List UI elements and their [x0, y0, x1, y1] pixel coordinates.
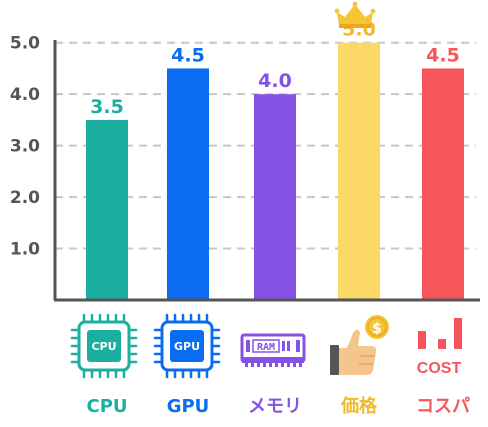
cpu-icon-text: CPU — [91, 340, 116, 353]
crown-icon — [334, 1, 376, 28]
gpu-icon-text: GPU — [174, 340, 200, 353]
value-label: 4.5 — [426, 44, 460, 66]
bar — [167, 68, 209, 300]
bar — [254, 94, 296, 300]
category-label: GPU — [167, 396, 210, 417]
y-tick-label: 3.0 — [10, 137, 40, 157]
ram-module-icon: RAM — [240, 333, 306, 367]
gpu-chip-icon: GPU — [153, 313, 221, 379]
value-label: 4.0 — [258, 70, 292, 92]
category-label: CPU — [86, 396, 127, 417]
axes — [53, 40, 480, 302]
y-tick-label: 2.0 — [10, 188, 40, 208]
category-labels: CPU GPU メモリ 価格 コスパ — [86, 395, 470, 417]
category-label: メモリ — [248, 396, 302, 417]
cost-chart-icon: COST — [417, 318, 462, 377]
cpu-chip-icon: CPU — [70, 313, 138, 379]
ram-icon-text: RAM — [257, 342, 275, 353]
bars — [86, 42, 464, 301]
y-tick-labels: 1.0 2.0 3.0 4.0 5.0 — [10, 34, 40, 260]
cost-icon-text: COST — [417, 360, 462, 377]
y-tick-label: 1.0 — [10, 240, 40, 260]
category-label: コスパ — [416, 396, 470, 417]
value-labels: 3.54.54.05.04.5 — [90, 19, 460, 118]
value-label: 4.5 — [171, 44, 205, 66]
bar — [422, 68, 464, 300]
bar — [86, 119, 128, 300]
value-label: 3.5 — [90, 96, 124, 118]
bar — [338, 42, 380, 301]
category-label: 価格 — [340, 395, 378, 417]
y-tick-label: 5.0 — [10, 34, 40, 54]
coin-dollar-text: $ — [372, 321, 382, 337]
thumbs-up-coin-icon: $ — [330, 315, 389, 375]
y-tick-label: 4.0 — [10, 85, 40, 105]
